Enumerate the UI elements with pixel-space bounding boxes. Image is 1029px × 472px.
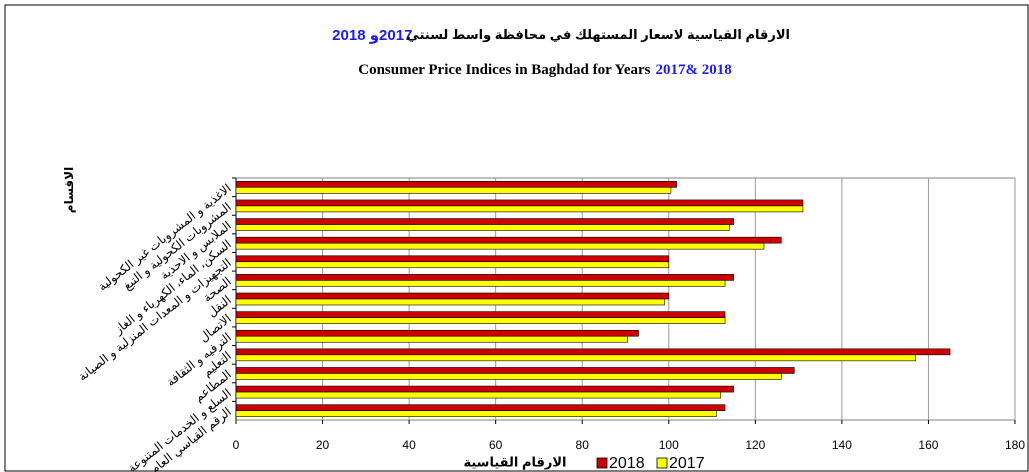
x-tick-label: 80 — [576, 438, 590, 452]
legend-swatch — [596, 457, 608, 469]
x-tick-label: 140 — [832, 438, 852, 452]
x-tick-label: 160 — [918, 438, 938, 452]
x-tick-label: 0 — [233, 438, 240, 452]
bar — [235, 261, 670, 269]
chart-title: الارقام القياسية لاسعار المستهلك في محاف… — [332, 27, 790, 44]
subtitle-years: 2017& 2018 — [655, 62, 731, 78]
title-years: 2017و 2018 — [332, 27, 412, 44]
bar — [235, 410, 717, 417]
x-tick-label: 20 — [316, 438, 330, 452]
legend-label: 2017 — [669, 455, 705, 472]
x-tick-label: 40 — [402, 438, 416, 452]
bar — [235, 292, 670, 300]
bar — [235, 274, 734, 281]
x-tick-label: 60 — [489, 438, 503, 452]
bar — [235, 317, 726, 324]
bar — [235, 329, 639, 337]
x-tick-label: 180 — [1005, 438, 1025, 452]
bar — [235, 218, 734, 225]
bar — [235, 205, 804, 213]
bar — [235, 199, 804, 207]
bar — [235, 367, 795, 374]
bar — [235, 280, 726, 287]
bar — [235, 255, 670, 263]
x-tick-label: 100 — [659, 438, 679, 452]
bar — [235, 242, 765, 250]
y-axis-label: الاقسام — [62, 167, 77, 213]
bar — [235, 298, 665, 306]
legend-swatch — [656, 457, 668, 469]
x-tick-label: 120 — [745, 438, 765, 452]
bar — [235, 335, 628, 343]
bar — [235, 385, 734, 393]
bar — [235, 348, 951, 356]
bar — [235, 224, 730, 231]
chart-subtitle: Consumer Price Indices in Baghdad for Ye… — [358, 62, 731, 78]
bar — [235, 311, 726, 318]
bar — [235, 404, 726, 411]
legend-label: 2018 — [609, 455, 645, 472]
x-axis-label: الارقام القياسية — [463, 454, 566, 470]
bar — [235, 354, 916, 362]
bar — [235, 181, 677, 188]
bar — [235, 391, 722, 399]
subtitle-text: Consumer Price Indices in Baghdad for Ye… — [358, 62, 650, 78]
bar — [235, 187, 672, 194]
title-text: الارقام القياسية لاسعار المستهلك في محاف… — [406, 27, 790, 43]
bar — [235, 373, 782, 380]
bar — [235, 236, 782, 244]
